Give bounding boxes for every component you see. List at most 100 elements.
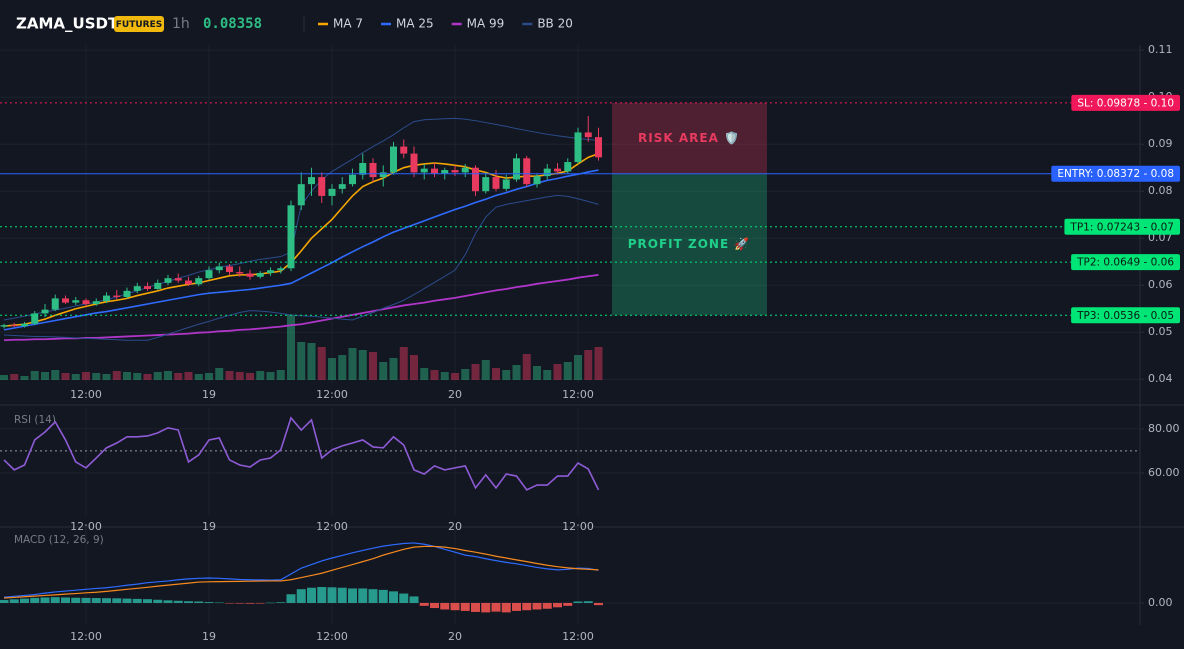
- candle-body: [297, 184, 305, 206]
- x-tick-label: 20: [448, 520, 462, 533]
- histogram-bar: [173, 600, 183, 603]
- candle-body: [502, 179, 510, 189]
- histogram-bar: [204, 602, 214, 603]
- histogram-bar: [71, 597, 81, 603]
- x-tick-label: 12:00: [70, 520, 102, 533]
- level-label: TP3: 0.0536 - 0.05: [1076, 310, 1174, 322]
- candle-body: [338, 184, 346, 189]
- interval: 1h: [172, 16, 190, 32]
- volume-bar: [256, 371, 265, 380]
- histogram-bar: [122, 598, 132, 603]
- histogram-bar: [501, 602, 511, 613]
- candle-body: [523, 158, 531, 185]
- volume-bar: [276, 370, 285, 380]
- volume-bar: [379, 362, 388, 380]
- candle-body: [144, 286, 151, 289]
- volume-bar: [164, 371, 172, 380]
- histogram-bar: [214, 602, 224, 604]
- level-tag: [1071, 254, 1180, 271]
- candle-body: [277, 268, 285, 271]
- candle-body: [379, 172, 387, 178]
- histogram-bar: [409, 596, 419, 603]
- histogram-bar: [225, 602, 234, 604]
- histogram-bar: [0, 600, 9, 603]
- histogram-bar: [276, 602, 286, 603]
- candle-body: [543, 168, 551, 177]
- volume-bar: [584, 350, 593, 380]
- volume-bar: [420, 368, 429, 380]
- histogram-bar: [307, 587, 316, 603]
- symbol: ZAMA_USDT: [16, 15, 119, 33]
- candle-body: [62, 298, 69, 303]
- x-tick-label: 12:00: [562, 520, 594, 533]
- plot-layer: 12:00 19 12:00 20 12:000.040.050.060.070.080…: [0, 17, 1180, 643]
- candle-body: [103, 295, 110, 302]
- y-tick-label: 0.05: [1148, 325, 1173, 338]
- badge-bg: [114, 16, 164, 32]
- level-tag: [1071, 307, 1180, 324]
- candle-body: [31, 313, 39, 324]
- pane-title: MACD (12, 26, 9): [14, 534, 104, 546]
- volume-bar: [235, 372, 244, 380]
- x-tick-label: 12:00: [562, 388, 594, 401]
- ma-line: [3, 273, 599, 342]
- histogram-bar: [194, 601, 204, 603]
- volume-bar: [41, 372, 49, 380]
- candle-body: [574, 132, 582, 163]
- x-tick-label: 20: [448, 630, 462, 643]
- volume-bar: [512, 365, 521, 380]
- candle-body: [410, 153, 418, 173]
- volume-bar: [410, 355, 418, 380]
- volume-bar: [574, 355, 582, 380]
- candle-body: [21, 323, 28, 327]
- histogram-bar: [255, 602, 265, 604]
- rsi-line: [3, 416, 600, 491]
- histogram-bar: [419, 602, 429, 606]
- candle-body: [256, 272, 264, 277]
- candle-body: [441, 170, 449, 174]
- volume-bar: [174, 373, 183, 380]
- volume-bar: [543, 370, 552, 380]
- volume-bar: [358, 350, 367, 380]
- histogram-bar: [389, 591, 398, 603]
- candle-body: [584, 132, 592, 138]
- candle-body: [349, 174, 356, 185]
- candle-body: [51, 298, 59, 310]
- candle-body: [308, 177, 315, 185]
- histogram-bar: [327, 587, 337, 603]
- x-tick-label: 12:00: [70, 630, 102, 643]
- volume-bar: [502, 370, 511, 380]
- volume-bar: [594, 347, 603, 380]
- zone-label: PROFIT ZONE 🚀: [628, 237, 751, 251]
- histogram-bar: [553, 602, 562, 608]
- level-tag: [1051, 165, 1180, 182]
- candle-body: [174, 278, 182, 281]
- histogram-bar: [542, 602, 552, 609]
- candle-body: [164, 278, 172, 283]
- candle-body: [185, 280, 192, 285]
- volume-bar: [553, 364, 562, 380]
- histogram-bar: [61, 597, 70, 603]
- volume-bar: [133, 373, 142, 380]
- candle-body: [492, 177, 500, 189]
- y-tick-label: 0.06: [1148, 278, 1173, 291]
- volume-bar: [471, 364, 480, 380]
- histogram-bar: [91, 598, 101, 603]
- histogram-bar: [286, 594, 296, 603]
- candle-body: [400, 146, 408, 154]
- candle-body: [123, 290, 131, 297]
- candle-body: [82, 300, 90, 305]
- y-tick-label: 0.09: [1148, 137, 1173, 150]
- histogram-bar: [368, 589, 378, 603]
- candle-body: [205, 270, 213, 279]
- histogram-bar: [20, 598, 29, 603]
- candle-body: [554, 168, 561, 172]
- candle-body: [236, 272, 244, 274]
- legend-label: MA 99: [467, 17, 505, 31]
- histogram-bar: [245, 602, 255, 604]
- candle-body: [318, 177, 326, 196]
- trade-zone: [612, 173, 767, 316]
- volume-bar: [10, 374, 19, 380]
- volume-bar: [369, 352, 377, 380]
